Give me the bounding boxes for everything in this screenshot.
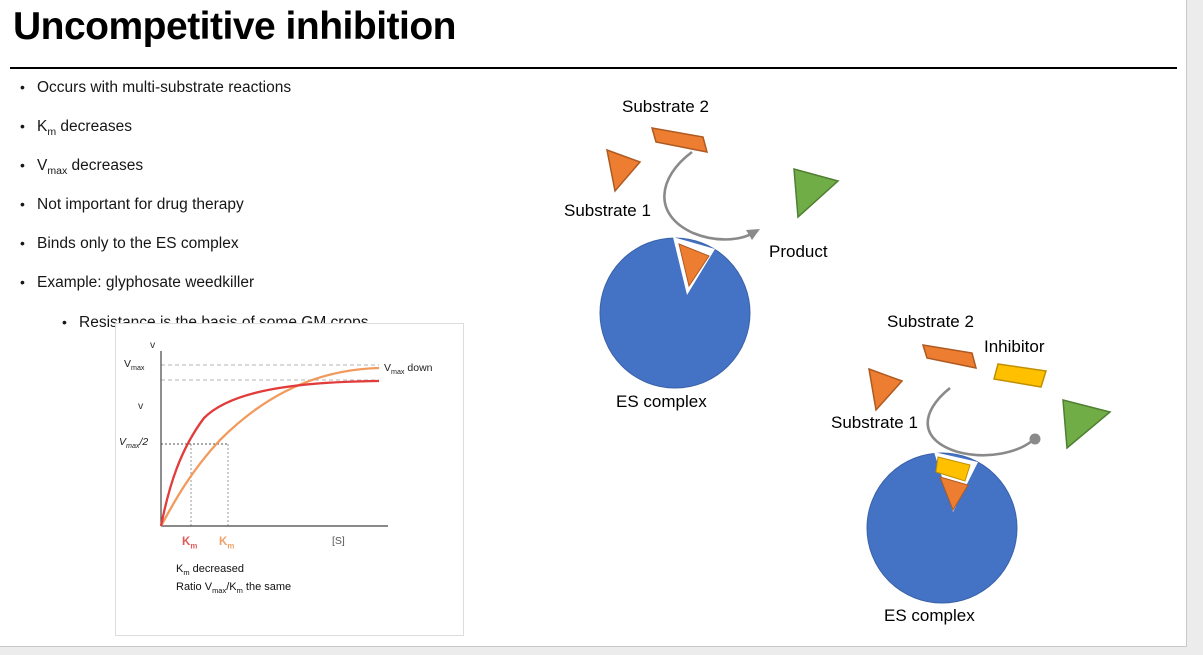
blocked-arrow-dot-icon bbox=[1029, 433, 1041, 445]
bullet-item: • Example: glyphosate weedkiller bbox=[20, 273, 540, 298]
bullet-marker: • bbox=[20, 235, 25, 252]
diagram1-canvas bbox=[599, 127, 840, 389]
curve-with-inhibitor bbox=[159, 379, 380, 527]
inhibitor-label: Inhibitor bbox=[984, 337, 1045, 356]
bullet-item: • Not important for drug therapy bbox=[20, 195, 540, 220]
caption-ratio-same: Ratio Vmax/Km the same bbox=[176, 581, 292, 596]
caption-km-decreased: Km decreased bbox=[176, 563, 245, 578]
enzyme-circle bbox=[866, 452, 1018, 604]
bullet-item: • Km decreases bbox=[20, 117, 540, 142]
diagram-uninhibited: Substrate 2 Substrate 1 Product ES compl… bbox=[545, 90, 875, 420]
vmax-half-label: Vmax/2 bbox=[119, 436, 149, 451]
substrate2-label: Substrate 2 bbox=[622, 97, 709, 116]
substrate1-triangle bbox=[868, 367, 904, 412]
substrate2-label: Substrate 2 bbox=[887, 312, 974, 331]
bullet-marker: • bbox=[20, 274, 25, 291]
bullet-marker: • bbox=[20, 196, 25, 213]
product-triangle bbox=[793, 167, 840, 219]
reaction-arrowhead-icon bbox=[746, 229, 760, 240]
bullet-marker: • bbox=[20, 118, 25, 135]
bullet-list: • Occurs with multi-substrate reactions … bbox=[20, 78, 540, 346]
bullet-text: Km decreases bbox=[37, 118, 132, 139]
vmax-down-label: Vmax down bbox=[384, 362, 433, 377]
es-complex-label: ES complex bbox=[884, 606, 975, 625]
bullet-item: • Vmax decreases bbox=[20, 156, 540, 181]
es-complex-label: ES complex bbox=[616, 392, 707, 411]
bullet-text: Occurs with multi-substrate reactions bbox=[37, 79, 292, 96]
bullet-text: Example: glyphosate weedkiller bbox=[37, 274, 255, 292]
km-label-orange: Km bbox=[219, 536, 235, 551]
page-title: Uncompetitive inhibition bbox=[13, 5, 457, 48]
inhibitor-shape bbox=[993, 363, 1047, 388]
product-triangle bbox=[1062, 399, 1112, 450]
diagram-inhibited: Substrate 2 Inhibitor Substrate 1 ES com… bbox=[820, 300, 1160, 645]
bound-substrate-wedge bbox=[939, 476, 969, 512]
v-axis-label-top: v bbox=[150, 339, 156, 351]
kinetics-graph-panel: v Vmax v Vmax/2 Vmax down Km Km [S] Km d… bbox=[115, 323, 464, 636]
substrate1-triangle bbox=[606, 148, 642, 193]
bullet-item: • Occurs with multi-substrate reactions bbox=[20, 78, 540, 103]
substrate1-label: Substrate 1 bbox=[564, 201, 651, 220]
slide: Uncompetitive inhibition • Occurs with m… bbox=[0, 0, 1187, 647]
vmax-label: Vmax bbox=[124, 358, 145, 373]
bound-substrate-wedge bbox=[678, 243, 710, 288]
bullet-text: Not important for drug therapy bbox=[37, 196, 244, 214]
bullet-text: Vmax decreases bbox=[37, 157, 144, 178]
bullet-marker: • bbox=[20, 79, 25, 95]
bound-inhibitor-shape bbox=[935, 456, 971, 482]
substrate2-shape bbox=[650, 127, 709, 153]
curve-no-inhibitor bbox=[159, 366, 380, 527]
substrate2-shape bbox=[921, 344, 978, 369]
bullet-text: Binds only to the ES complex bbox=[37, 235, 239, 253]
blocked-reaction-arrow bbox=[926, 386, 1033, 457]
s-axis-label: [S] bbox=[332, 535, 345, 547]
title-divider bbox=[10, 67, 1177, 69]
enzyme-circle bbox=[599, 237, 751, 389]
v-axis-label-mid: v bbox=[138, 400, 144, 412]
km-label-red: Km bbox=[182, 536, 198, 551]
bullet-item: • Binds only to the ES complex bbox=[20, 234, 540, 259]
product-label: Product bbox=[769, 242, 828, 261]
diagram2-canvas bbox=[866, 344, 1112, 604]
substrate1-label: Substrate 1 bbox=[831, 413, 918, 432]
bullet-marker: • bbox=[20, 157, 25, 174]
kinetics-graph-canvas bbox=[159, 351, 388, 527]
bullet-marker: • bbox=[62, 313, 67, 330]
reaction-arrow bbox=[663, 150, 754, 241]
